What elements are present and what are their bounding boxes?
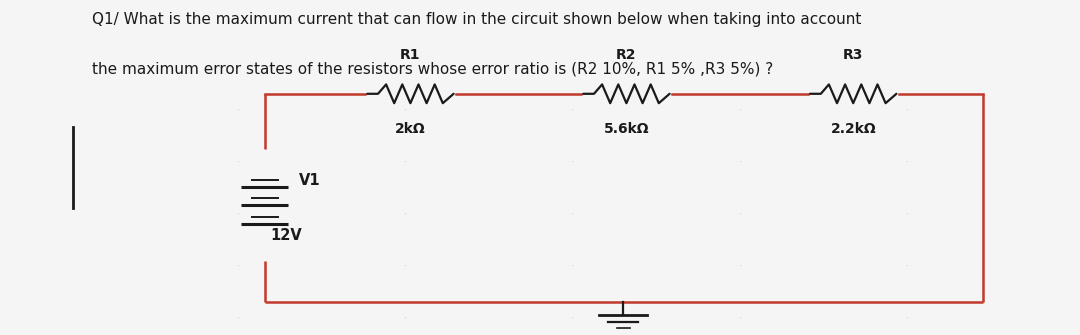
Text: R2: R2 [617, 48, 636, 62]
Text: V1: V1 [299, 173, 321, 188]
Text: the maximum error states of the resistors whose error ratio is (R2 10%, R1 5% ,R: the maximum error states of the resistor… [92, 62, 773, 77]
Text: R3: R3 [843, 48, 863, 62]
Text: 12V: 12V [270, 228, 301, 243]
Text: 2.2kΩ: 2.2kΩ [831, 122, 876, 136]
Text: R1: R1 [401, 48, 420, 62]
Text: 2kΩ: 2kΩ [395, 122, 426, 136]
Text: 5.6kΩ: 5.6kΩ [604, 122, 649, 136]
Text: Q1/ What is the maximum current that can flow in the circuit shown below when ta: Q1/ What is the maximum current that can… [92, 12, 861, 27]
